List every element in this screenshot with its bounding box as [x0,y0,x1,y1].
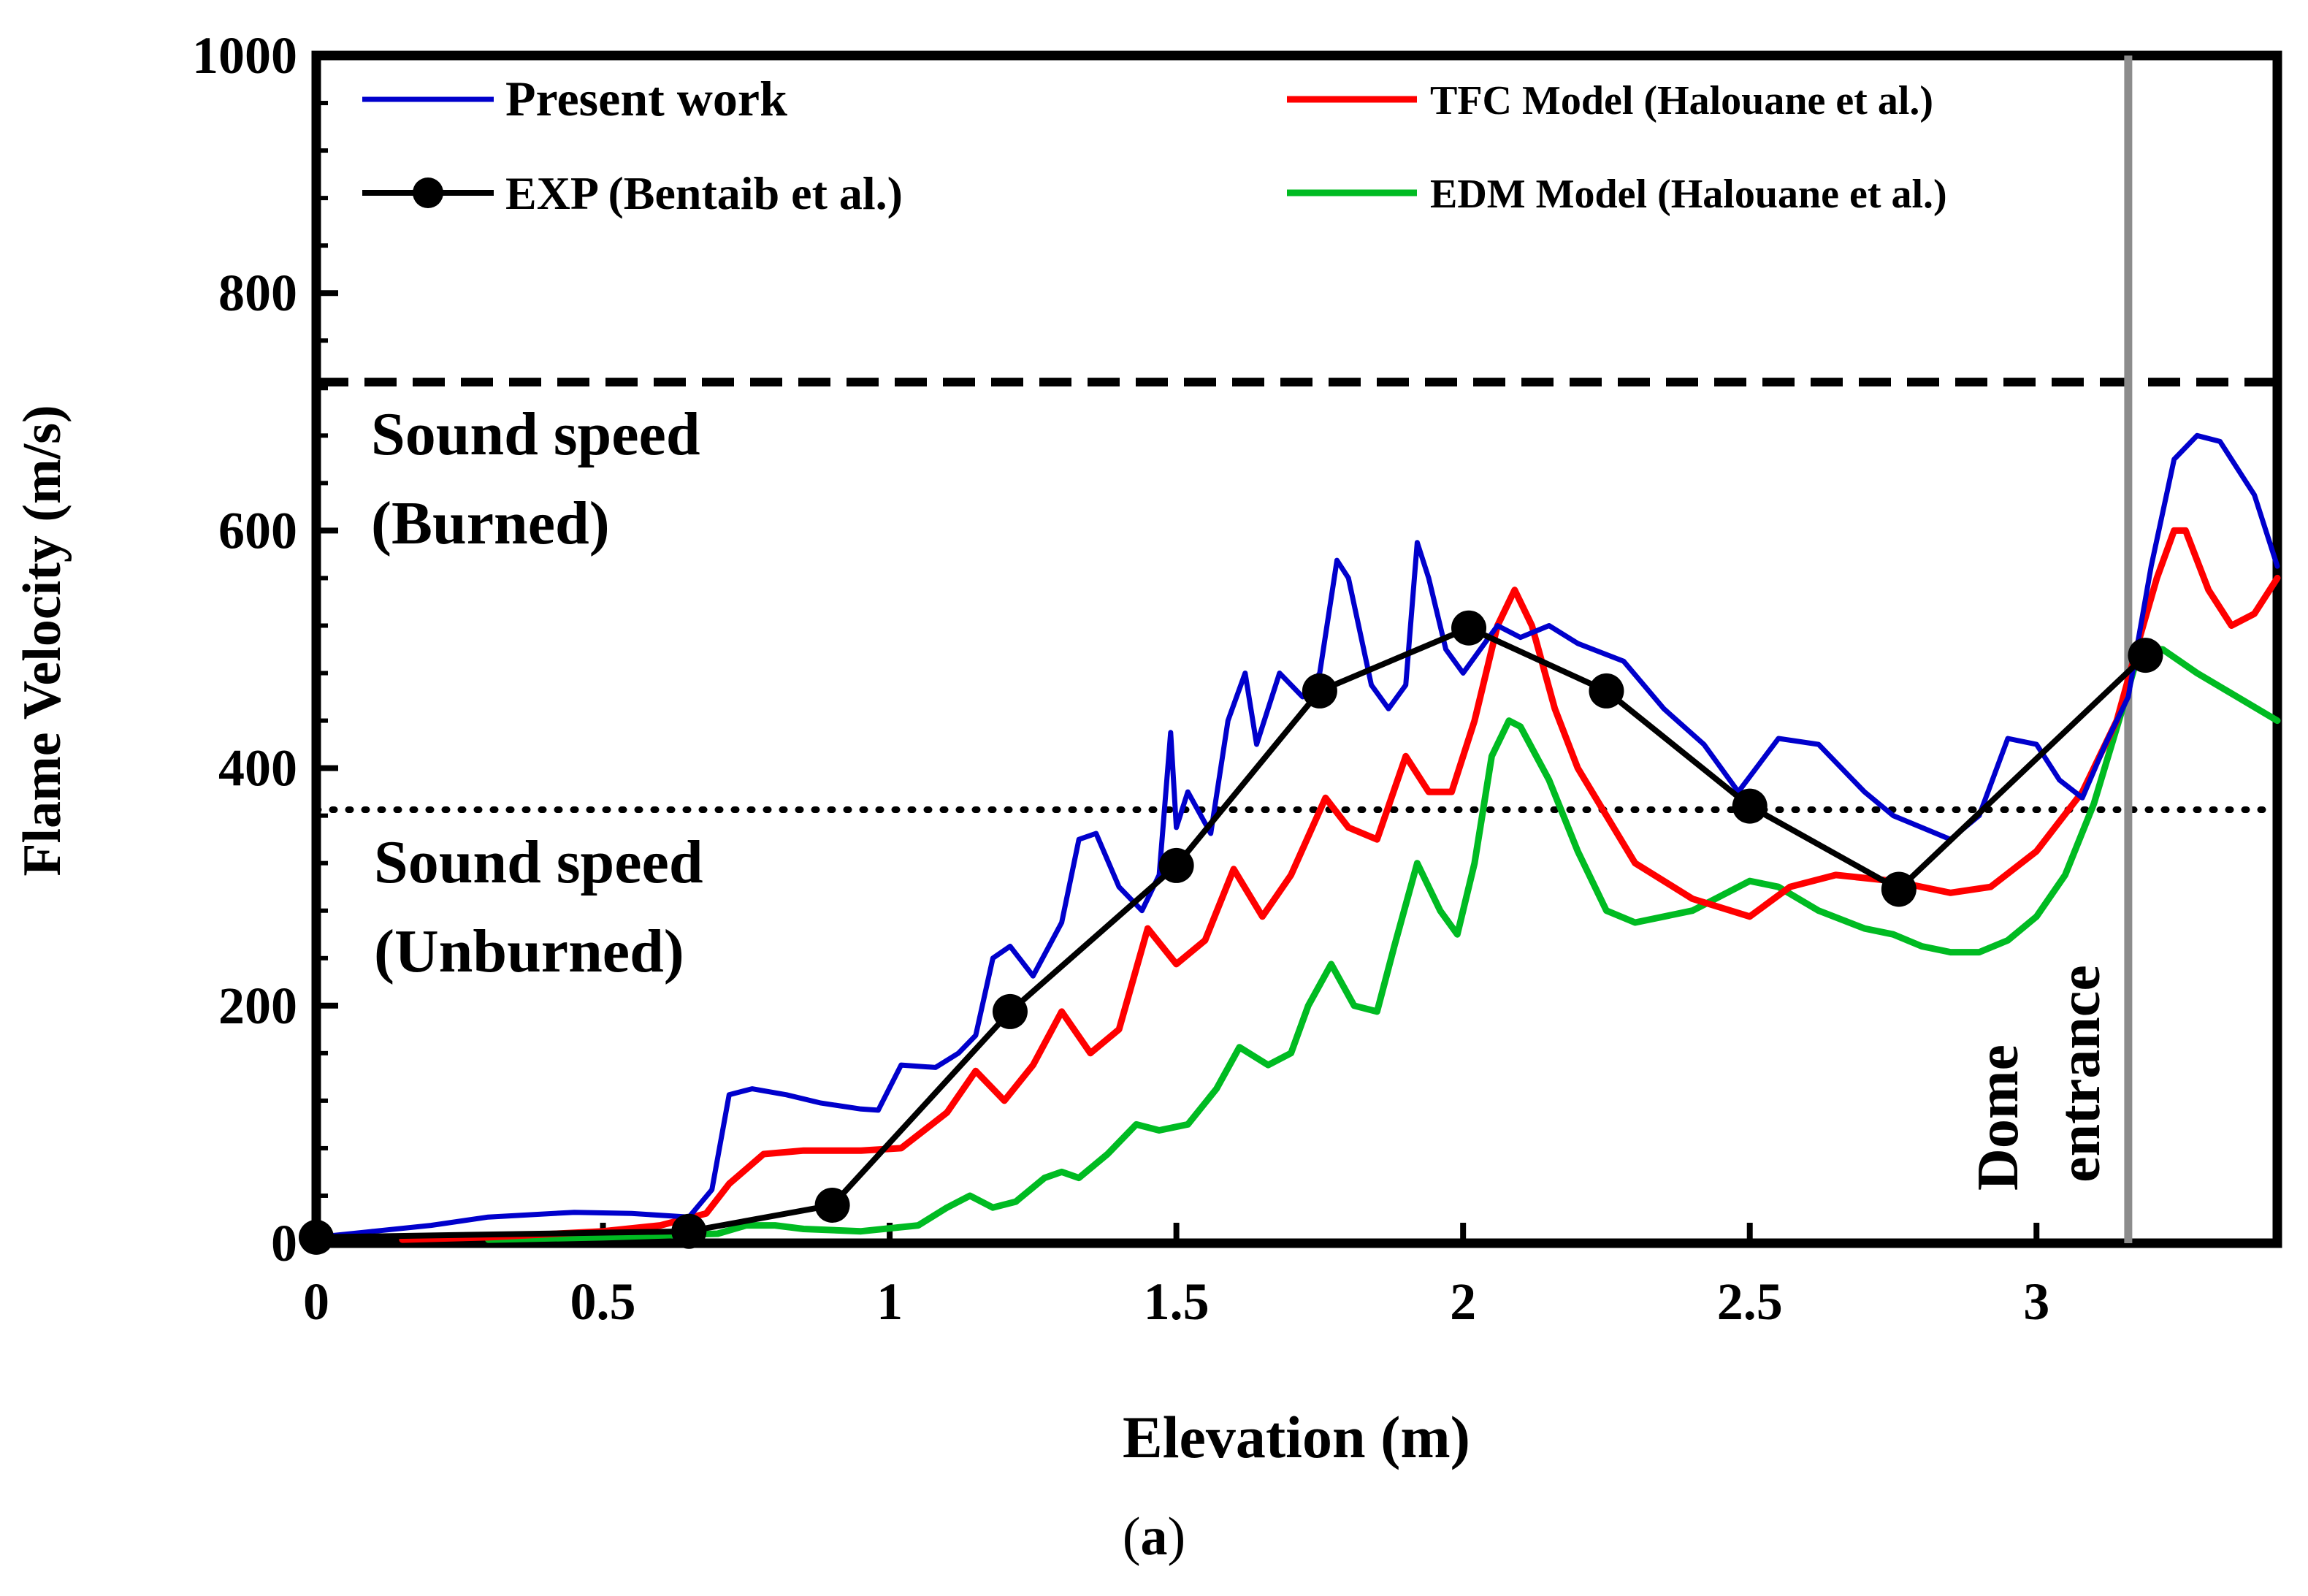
series-line-edm-model [485,646,2281,1243]
exp-data-point [1302,673,1337,709]
legend-marker-exp [413,177,443,208]
legend-label-tfc: TFC Model (Halouane et al.) [1430,78,1933,123]
legend-label-present-work: Present work [505,71,787,126]
y-axis-title: Flame Velocity (m/s) [12,405,72,876]
x-tick-label: 0 [303,1272,329,1331]
y-tick-label: 600 [218,501,297,560]
exp-data-point [992,993,1028,1029]
dome-label-line1: Dome [1966,1045,2030,1191]
figure-caption: (a) [0,1506,2308,1568]
y-tick-label: 800 [218,264,297,322]
exp-data-point [2128,638,2163,673]
exp-data-point [1158,847,1194,883]
y-tick-label: 400 [218,739,297,798]
legend-label-exp: EXP (Bentaib et al.) [505,167,903,219]
x-axis-title: Elevation (m) [1123,1404,1470,1470]
unburned-sound-speed-label-line2: (Unburned) [374,917,684,985]
caption-open: ( [1122,1507,1141,1567]
plot-frame [311,50,2282,1248]
x-tick-label: 0.5 [570,1272,636,1331]
x-tick-label: 2 [1450,1272,1476,1331]
caption-letter: a [1140,1507,1168,1567]
y-tick-label: 200 [218,977,297,1035]
legend-label-edm: EDM Model (Halouane et al.) [1430,172,1947,217]
y-tick-label: 1000 [192,26,297,85]
burned-sound-speed-label-line2: (Burned) [371,489,610,557]
x-tick-label: 1 [876,1272,903,1331]
x-tick-label: 3 [2023,1272,2049,1331]
unburned-sound-speed-label-line1: Sound speed [374,828,703,896]
exp-data-point [671,1213,707,1249]
exp-data-point [814,1187,850,1223]
caption-close: ) [1167,1507,1186,1567]
exp-data-point [299,1219,334,1255]
dome-label-line2: entrance [2048,965,2112,1183]
exp-data-point [1589,673,1624,709]
x-tick-label: 1.5 [1144,1272,1210,1331]
exp-data-point [1451,610,1487,646]
exp-data-point [1732,788,1768,824]
x-tick-label: 2.5 [1717,1272,1783,1331]
burned-sound-speed-label-line1: Sound speed [371,400,700,468]
exp-data-point [1881,871,1917,907]
legend: Present work EXP (Bentaib et al.) TFC Mo… [362,71,1947,219]
y-tick-label: 0 [271,1214,297,1272]
